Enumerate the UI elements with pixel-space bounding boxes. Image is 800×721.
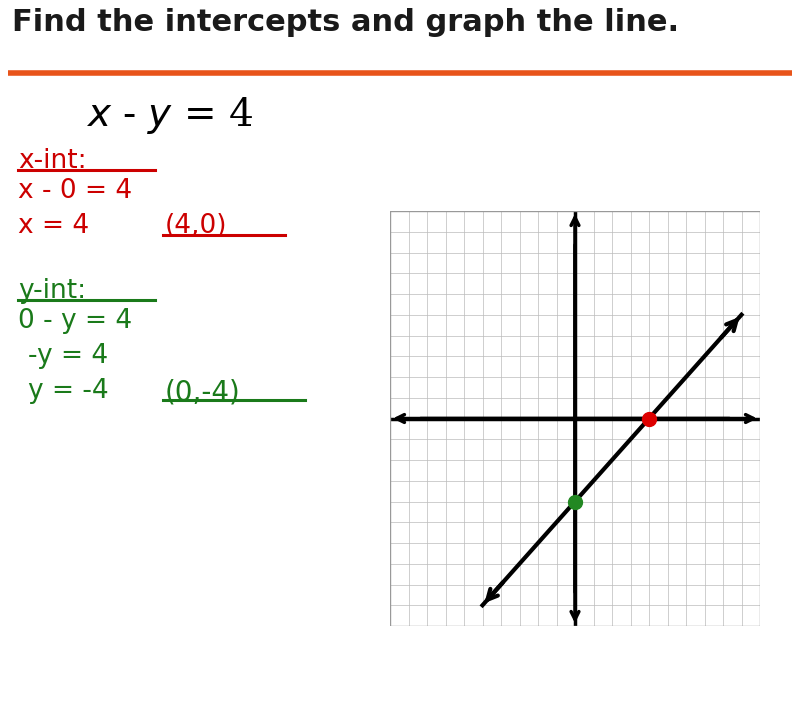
Text: (4,0): (4,0) [165,213,227,239]
Text: x - 0 = 4: x - 0 = 4 [18,178,132,204]
Text: -y = 4: -y = 4 [28,343,108,369]
Text: x = 4: x = 4 [18,213,89,239]
Text: y-int:: y-int: [18,278,86,304]
Text: Find the intercepts and graph the line.: Find the intercepts and graph the line. [12,8,679,37]
Text: 0 - y = 4: 0 - y = 4 [18,308,132,334]
Text: (0,-4): (0,-4) [165,378,241,406]
Text: x-int:: x-int: [18,148,86,174]
Text: $\it{x}$ - $\it{y}$ = 4: $\it{x}$ - $\it{y}$ = 4 [86,95,254,136]
Text: y = -4: y = -4 [28,378,109,404]
